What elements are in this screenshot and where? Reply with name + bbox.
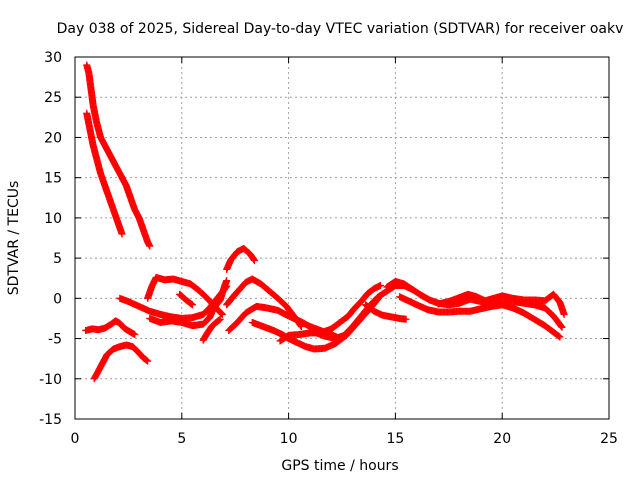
data-point	[118, 230, 126, 238]
data-point	[557, 322, 565, 330]
y-tick-label: 30	[44, 50, 62, 66]
data-point	[560, 310, 568, 318]
data-point	[188, 300, 196, 308]
y-tick-label: 10	[44, 211, 62, 227]
data-points	[82, 61, 568, 383]
y-tick-label: 20	[44, 130, 62, 146]
grid	[75, 57, 609, 419]
series-trace-15	[310, 281, 416, 343]
data-point	[250, 257, 258, 265]
x-tick-labels: 0 5 10 15 20 25	[71, 431, 618, 447]
series-trace-1	[83, 61, 154, 250]
y-axis-label: SDTVAR / TECUs	[6, 181, 22, 296]
x-tick-label: 15	[386, 431, 404, 447]
series-trace-4	[90, 341, 152, 383]
data-point	[188, 301, 196, 309]
series-trace-3	[82, 317, 139, 339]
data-point	[402, 315, 410, 323]
data-point	[217, 309, 225, 317]
data-point	[146, 242, 154, 250]
y-tick-label: -15	[39, 412, 62, 428]
axis-ticks	[74, 56, 610, 420]
y-tick-label: 5	[53, 251, 62, 267]
series-trace-10	[223, 244, 258, 273]
x-tick-label: 25	[600, 431, 618, 447]
series-trace-5	[116, 282, 231, 322]
data-point	[144, 357, 152, 365]
chart-title: Day 038 of 2025, Sidereal Day-to-day VTE…	[57, 21, 624, 37]
series-trace-16	[361, 301, 410, 323]
y-tick-labels: -15 -10 -5 0 5 10 15 20 25 30	[39, 50, 62, 428]
y-tick-label: -5	[48, 332, 62, 348]
series-trace-7	[146, 277, 231, 330]
plot-frame	[74, 56, 610, 420]
data-point	[223, 277, 231, 285]
data-point	[556, 333, 564, 341]
data-point	[376, 281, 384, 289]
series-trace-19	[434, 290, 568, 318]
x-tick-label: 0	[71, 431, 80, 447]
y-tick-label: -10	[39, 372, 62, 388]
data-point	[558, 323, 566, 331]
x-tick-label: 10	[280, 431, 298, 447]
y-tick-label: 25	[44, 90, 62, 106]
data-point	[216, 315, 224, 323]
data-point	[131, 331, 139, 339]
y-tick-label: 0	[53, 291, 62, 307]
x-tick-label: 20	[493, 431, 511, 447]
series-trace-2	[83, 109, 126, 238]
data-point	[218, 310, 226, 318]
series-trace-9	[199, 315, 224, 344]
data-point	[555, 332, 563, 340]
y-tick-label: 15	[44, 171, 62, 187]
series-trace-6	[144, 273, 226, 318]
x-tick-label: 5	[177, 431, 186, 447]
data-point	[218, 310, 226, 318]
x-axis-label: GPS time / hours	[281, 458, 398, 474]
series-trace-18	[396, 293, 564, 341]
series-trace-8	[176, 290, 196, 309]
